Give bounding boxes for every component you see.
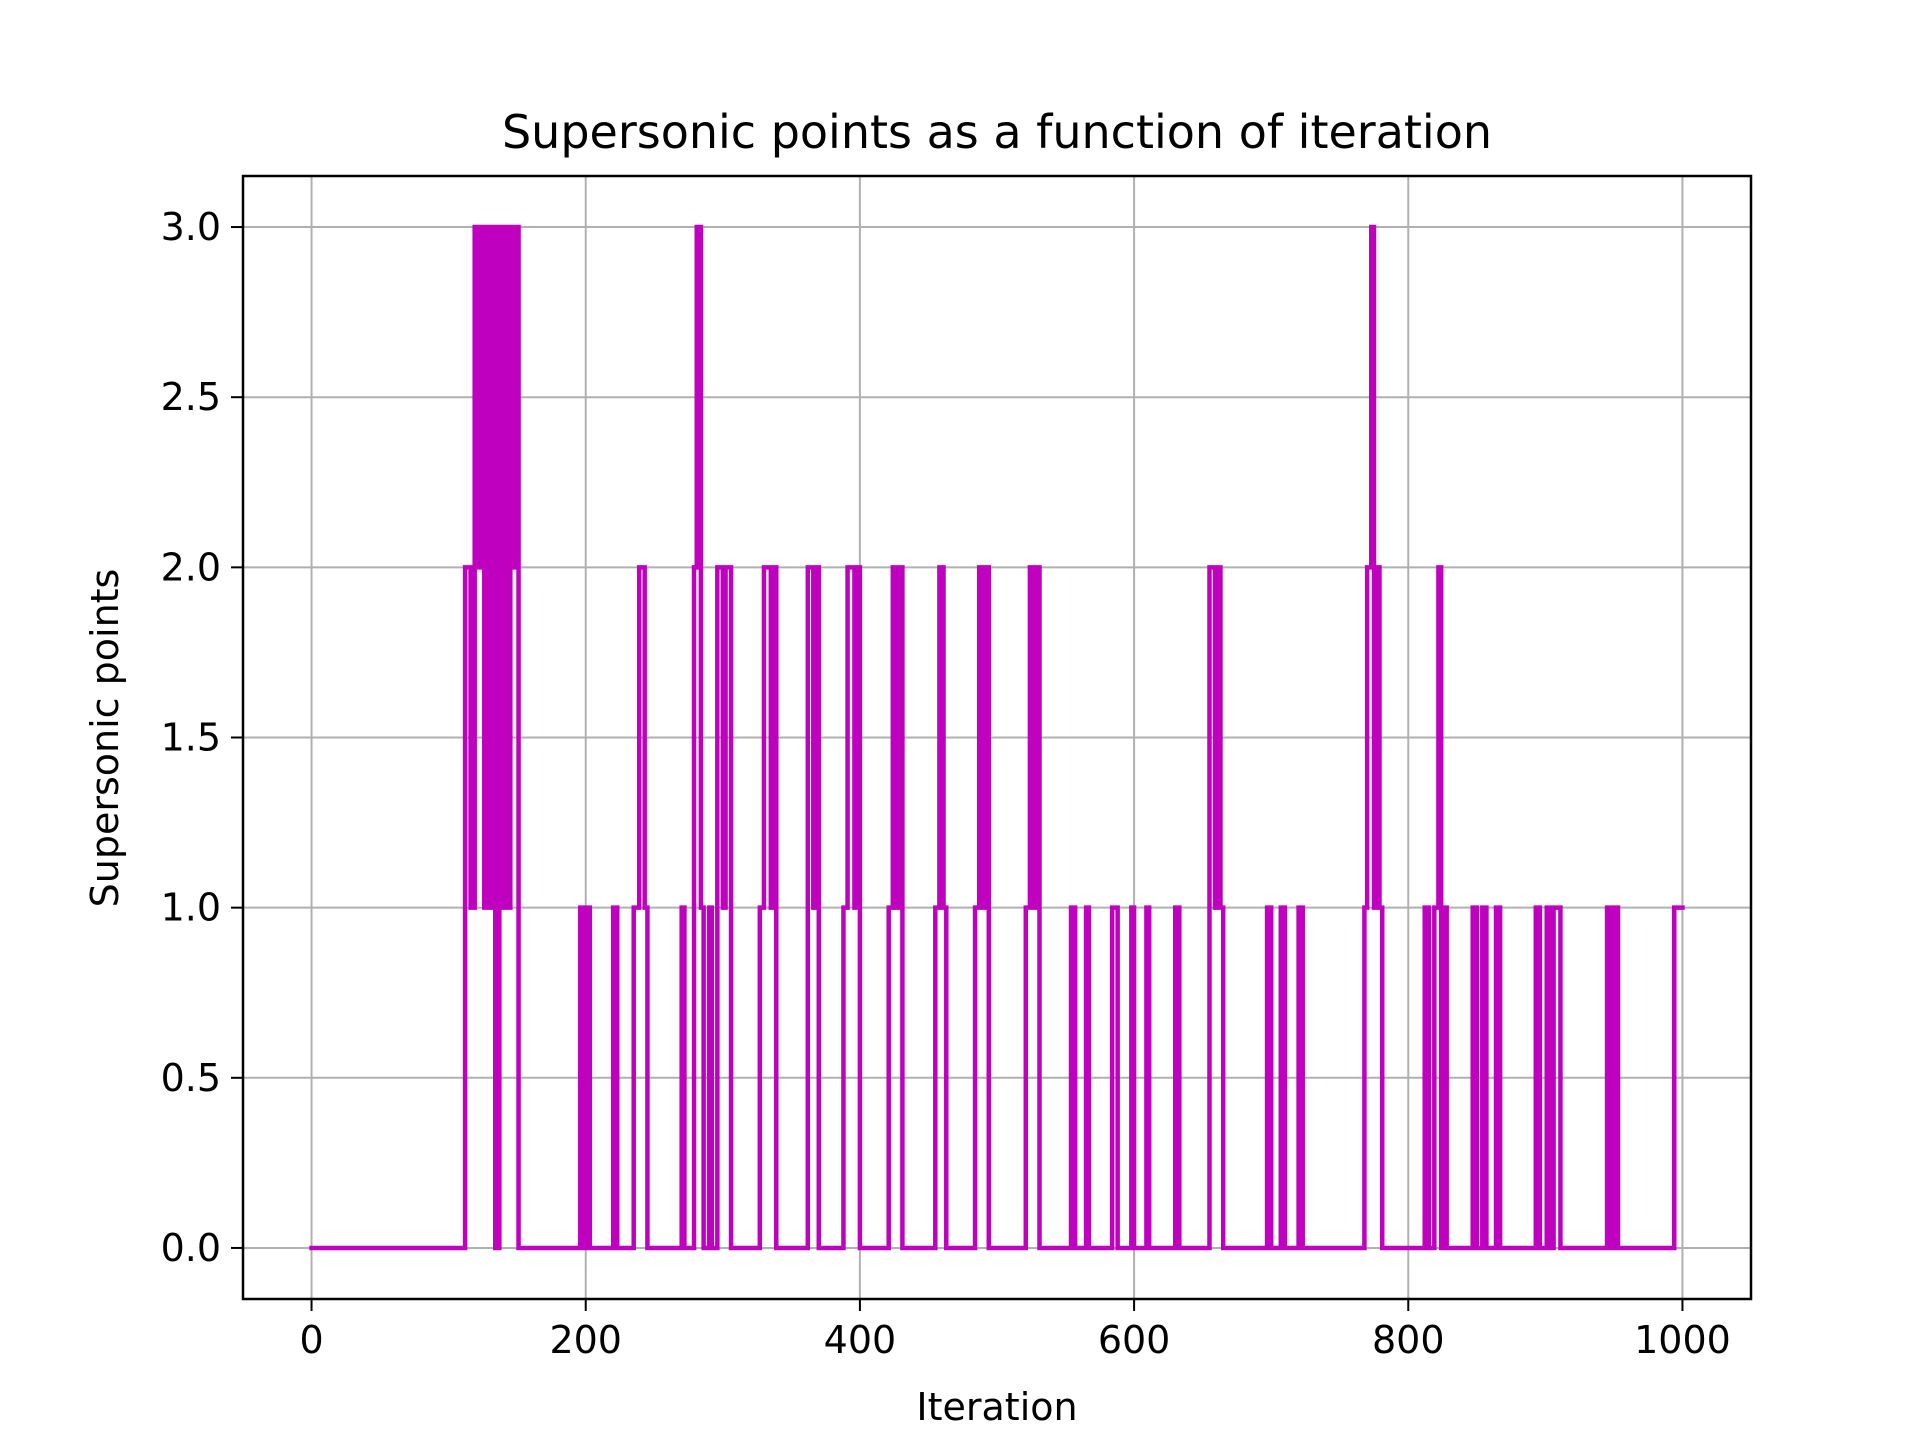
series-line xyxy=(309,224,1685,1251)
data-line-layer xyxy=(309,224,1685,1251)
x-axis-label: Iteration xyxy=(916,1385,1077,1429)
y-tick-label: 2.5 xyxy=(161,375,221,419)
y-tick-label: 0.5 xyxy=(161,1056,221,1100)
y-axis-label: Supersonic points xyxy=(83,569,127,908)
x-tick-label: 1000 xyxy=(1634,1318,1731,1362)
x-tick-label: 800 xyxy=(1372,1318,1445,1362)
x-tick-label: 0 xyxy=(299,1318,323,1362)
y-axis: 0.0 0.5 1.0 1.5 2.0 2.5 3.0 xyxy=(161,205,243,1270)
y-tick-label: 1.5 xyxy=(161,716,221,760)
x-axis: 0 200 400 600 800 1000 xyxy=(299,1299,1731,1362)
chart-title: Supersonic points as a function of itera… xyxy=(502,105,1492,159)
y-tick-label: 1.0 xyxy=(161,886,221,930)
x-tick-label: 400 xyxy=(824,1318,897,1362)
y-tick-label: 3.0 xyxy=(161,205,221,249)
y-tick-label: 0.0 xyxy=(161,1226,221,1270)
y-tick-label: 2.0 xyxy=(161,545,221,589)
x-tick-label: 600 xyxy=(1098,1318,1171,1362)
x-tick-label: 200 xyxy=(549,1318,622,1362)
